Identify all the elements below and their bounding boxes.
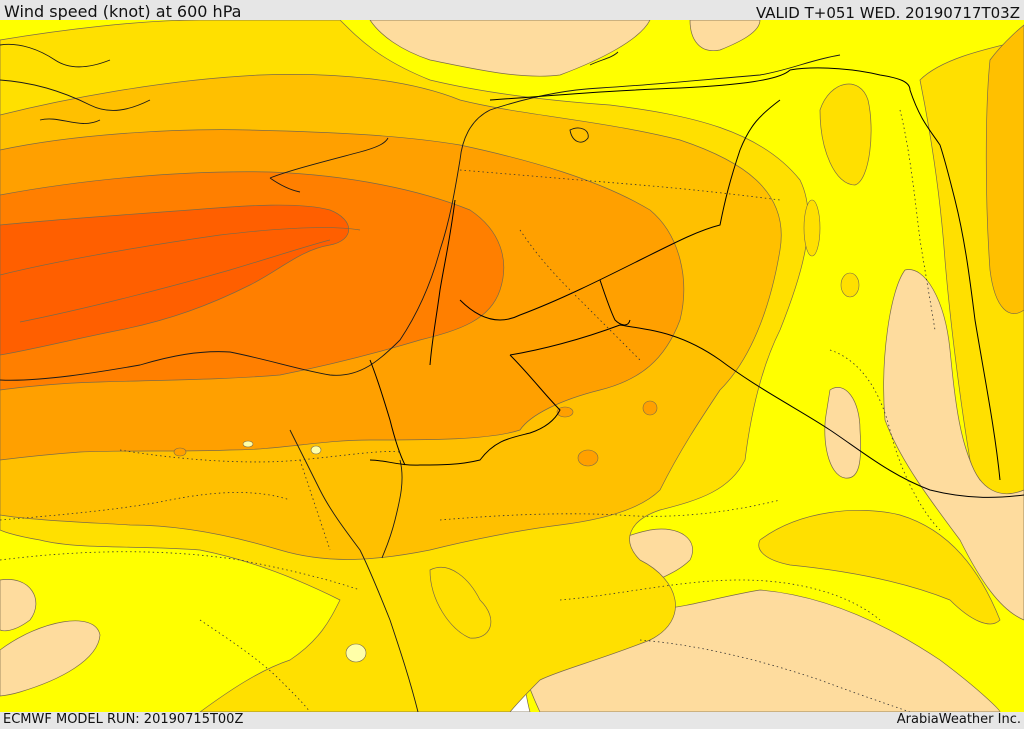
field-mod-southeast: [758, 509, 1001, 625]
field-low-southwest: [0, 620, 101, 697]
contour-line: [0, 227, 361, 276]
field-spot: [173, 447, 187, 457]
coastline: [0, 43, 151, 124]
map-title: Wind speed (knot) at 600 hPa: [4, 2, 242, 21]
valid-time: VALID T+051 WED. 20190717T03Z: [755, 4, 1020, 22]
coastline: [589, 51, 619, 66]
field-spot: [803, 199, 821, 257]
field-low-northeast: [689, 20, 761, 52]
field-low-east: [883, 269, 1024, 621]
model-run-label: ECMWF MODEL RUN: 20190715T00Z: [3, 712, 244, 727]
footer-bar: ECMWF MODEL RUN: 20190715T00Z ArabiaWeat…: [0, 712, 1024, 729]
admin-boundaries: [0, 109, 941, 712]
border-line: [599, 279, 631, 326]
border-line: [369, 354, 561, 466]
border-line: [509, 324, 1024, 498]
border-line: [369, 199, 456, 466]
coastline: [289, 429, 419, 712]
field-low-east-spot: [824, 387, 861, 479]
field-low-north: [369, 20, 651, 77]
contour-line: [19, 239, 331, 323]
field-spot: [840, 272, 860, 298]
credit-label: ArabiaWeather Inc.: [896, 712, 1021, 727]
field-spot: [642, 400, 658, 416]
field-spot: [577, 449, 599, 467]
field-strongest-core: [0, 204, 349, 356]
map-canvas: [0, 20, 1024, 712]
header-bar: Wind speed (knot) at 600 hPa VALID T+051…: [0, 0, 1024, 22]
coastline: [0, 54, 841, 381]
field-spot: [345, 643, 367, 663]
field-orange-east: [985, 24, 1024, 314]
field-spot: [310, 445, 322, 455]
field-mod-ne-spot: [819, 83, 872, 186]
field-low-west: [0, 579, 37, 632]
coastline: [381, 459, 403, 559]
border-line: [459, 99, 781, 321]
coastline: [569, 127, 589, 143]
field-spot: [556, 406, 574, 418]
field-spot: [242, 440, 254, 448]
field-mod-south: [429, 567, 492, 639]
wind-speed-map: [0, 20, 1024, 712]
border-line: [489, 67, 1001, 481]
coastline: [269, 137, 389, 193]
